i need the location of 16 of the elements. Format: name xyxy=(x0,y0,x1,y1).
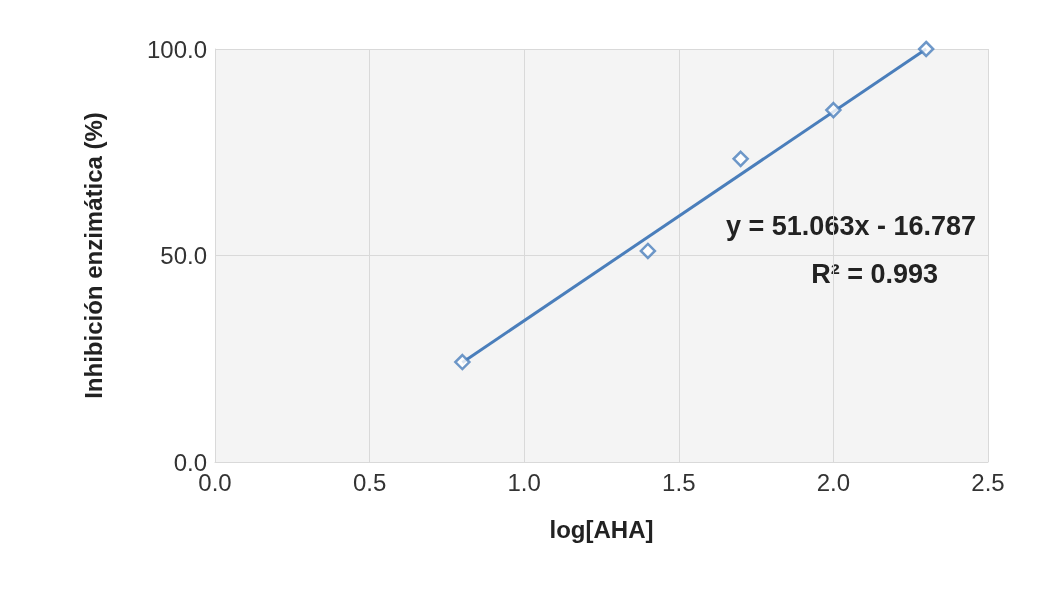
point xyxy=(825,101,842,119)
x-tick-label: 1.0 xyxy=(507,468,541,496)
point xyxy=(917,40,935,58)
annotation: R² = 0.993 xyxy=(811,258,938,289)
x-tick-label: 2.0 xyxy=(816,468,851,496)
x-axis-title: log[AHA] xyxy=(549,515,654,543)
annotation: y = 51.063x - 16.787 xyxy=(726,210,977,241)
x-tick-label: 0.5 xyxy=(352,468,387,496)
y-tick-label: 50.0 xyxy=(160,242,207,269)
x-tick-label: 1.5 xyxy=(662,468,696,496)
point xyxy=(454,353,471,371)
y-tick-label: 100.0 xyxy=(146,35,207,63)
x-tick-label: 2.5 xyxy=(971,468,1005,496)
point xyxy=(639,242,657,260)
point xyxy=(732,150,749,168)
y-axis-title: Inhibición enzimática (%) xyxy=(79,112,107,399)
